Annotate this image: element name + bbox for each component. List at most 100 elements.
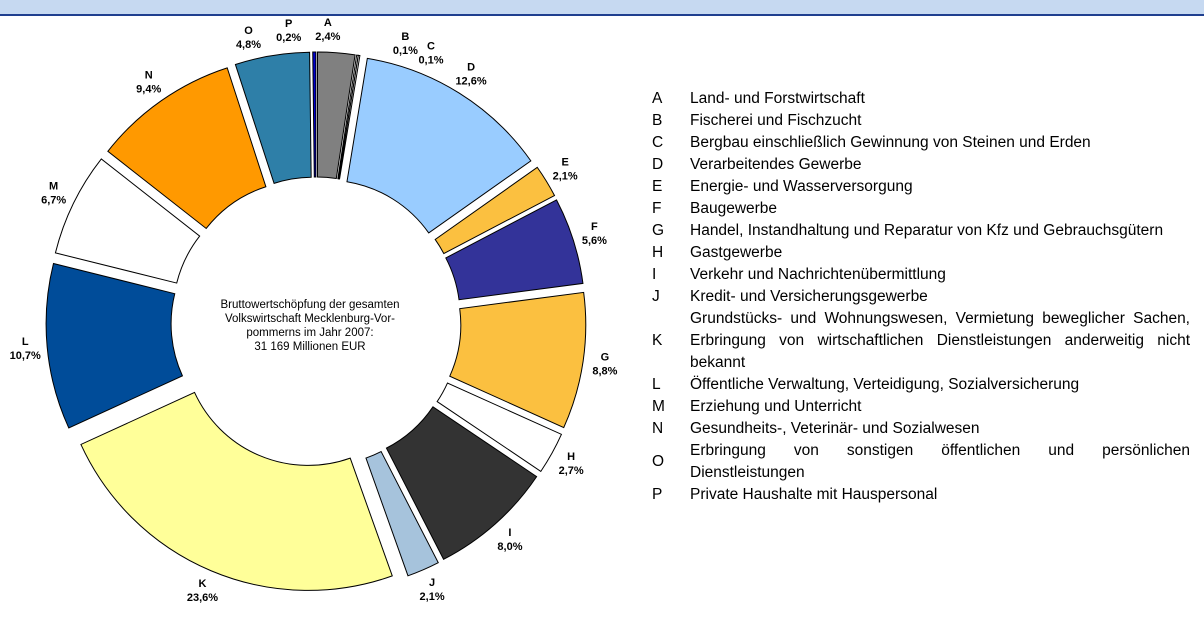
slice-category: A bbox=[324, 17, 332, 29]
donut-slice bbox=[436, 382, 563, 473]
donut-slice bbox=[45, 262, 184, 429]
legend-letter: E bbox=[652, 178, 663, 195]
legend-description: Energie- und Wasserversorgung bbox=[690, 178, 913, 195]
donut-slice bbox=[234, 51, 312, 185]
donut-slice bbox=[385, 406, 538, 560]
slice-value-label: 8,0% bbox=[497, 541, 522, 553]
donut-slice bbox=[434, 166, 556, 255]
legend-letter: A bbox=[652, 90, 663, 107]
slice-value-label: 6,7% bbox=[41, 195, 66, 207]
slice-category: O bbox=[244, 25, 253, 37]
donut-slice bbox=[317, 51, 356, 180]
donut-slice bbox=[365, 450, 439, 577]
slice-category: N bbox=[145, 70, 153, 82]
legend-description: Erziehung und Unterricht bbox=[690, 398, 862, 415]
legend-letter: G bbox=[652, 222, 665, 239]
slice-value-label: 2,4% bbox=[315, 31, 340, 43]
slice-category: P bbox=[285, 18, 292, 30]
slice-value-label: 2,7% bbox=[559, 465, 584, 477]
slice-category: C bbox=[427, 40, 435, 52]
donut-slice bbox=[107, 67, 267, 230]
legend: A Land- und Forstwirtschaft B Fischerei und… bbox=[648, 88, 1190, 506]
donut-slice bbox=[445, 199, 584, 301]
donut-slice bbox=[80, 391, 393, 591]
legend-letter: H bbox=[652, 244, 664, 261]
slice-value-label: 10,7% bbox=[10, 350, 41, 362]
legend-description: Handel, Instandhaltung und Reparatur von… bbox=[690, 222, 1164, 239]
legend-letter: L bbox=[652, 376, 661, 393]
legend-letter: N bbox=[652, 420, 664, 437]
center-text-line: 31 169 Millionen EUR bbox=[254, 341, 366, 353]
legend-description: Gastgewerbe bbox=[690, 244, 783, 261]
legend-description: Land- und Forstwirtschaft bbox=[690, 90, 865, 107]
slice-category: H bbox=[567, 451, 575, 463]
slice-category: M bbox=[49, 181, 58, 193]
legend-letter: J bbox=[652, 288, 660, 305]
center-text-line: Volkswirtschaft Mecklenburg-Vor- bbox=[224, 313, 395, 325]
slice-value-label: 2,1% bbox=[553, 171, 578, 183]
legend-description: Gesundheits-, Veterinär- und Sozialwesen bbox=[690, 420, 980, 437]
legend-description: Öffentliche Verwaltung, Verteidigung, So… bbox=[690, 376, 1080, 393]
legend-row: K Grundstücks- und Wohnungswesen, Vermiet… bbox=[648, 308, 1190, 374]
legend-row: L Öffentliche Verwaltung, Verteidigung, S… bbox=[648, 374, 1190, 396]
legend-letter: M bbox=[652, 398, 665, 415]
slice-category: G bbox=[601, 351, 610, 363]
legend-letter: C bbox=[652, 134, 664, 151]
slice-value-label: 8,8% bbox=[592, 365, 617, 377]
donut-slice bbox=[312, 51, 317, 178]
legend-letter: P bbox=[652, 486, 663, 503]
legend-row: D Verarbeitendes Gewerbe bbox=[648, 154, 1190, 176]
slice-value-label: 0,2% bbox=[276, 32, 301, 44]
legend-description: Private Haushalte mit Hauspersonal bbox=[690, 486, 938, 503]
slice-category: I bbox=[508, 527, 511, 539]
center-text-line: Bruttowertschöpfung der gesamten bbox=[220, 299, 400, 311]
legend-row: B Fischerei und Fischzucht bbox=[648, 110, 1190, 132]
legend-letter: I bbox=[652, 266, 657, 283]
legend-row: P Private Haushalte mit Hauspersonal bbox=[648, 484, 1190, 506]
legend-description: Bergbau einschließlich Gewinnung von Ste… bbox=[690, 134, 1091, 151]
slice-category: F bbox=[591, 221, 598, 233]
center-text: Bruttowertschöpfung der gesamten Volkswir… bbox=[190, 298, 430, 354]
slice-value-label: 4,8% bbox=[236, 39, 261, 51]
legend-letter: F bbox=[652, 200, 662, 217]
slice-value-label: 9,4% bbox=[136, 84, 161, 96]
slice-value-label: 0,1% bbox=[393, 45, 418, 57]
legend-letter: K bbox=[652, 332, 663, 349]
slice-category: B bbox=[401, 31, 409, 43]
slice-category: L bbox=[22, 336, 29, 348]
legend-row: F Baugewerbe bbox=[648, 198, 1190, 220]
legend-description: Verarbeitendes Gewerbe bbox=[690, 156, 862, 173]
legend-description: Erbringung von sonstigen öffentlichen un… bbox=[690, 442, 1190, 481]
slice-category: K bbox=[198, 578, 206, 590]
donut-slice bbox=[54, 158, 201, 284]
donut-slice bbox=[346, 57, 532, 234]
legend-row: H Gastgewerbe bbox=[648, 242, 1190, 264]
legend-row: N Gesundheits-, Veterinär- und Sozialwese… bbox=[648, 418, 1190, 440]
legend-row: M Erziehung und Unterricht bbox=[648, 396, 1190, 418]
legend-row: E Energie- und Wasserversorgung bbox=[648, 176, 1190, 198]
legend-row: J Kredit- und Versicherungsgewerbe bbox=[648, 286, 1190, 308]
legend-row: C Bergbau einschließlich Gewinnung von St… bbox=[648, 132, 1190, 154]
slice-value-label: 5,6% bbox=[582, 235, 607, 247]
slice-value-label: 0,1% bbox=[418, 54, 443, 66]
slice-category: J bbox=[429, 577, 435, 589]
legend-description: Kredit- und Versicherungsgewerbe bbox=[690, 288, 928, 305]
legend-letter: B bbox=[652, 112, 663, 129]
legend-letter: D bbox=[652, 156, 664, 173]
legend-description: Baugewerbe bbox=[690, 200, 778, 217]
donut-slice bbox=[338, 54, 361, 180]
donut-slice bbox=[449, 291, 587, 429]
legend-description: Fischerei und Fischzucht bbox=[690, 112, 862, 129]
legend-row: O Erbringung von sonstigen öffentlichen u… bbox=[648, 440, 1190, 484]
legend-row: I Verkehr und Nachrichtenübermittlung bbox=[648, 264, 1190, 286]
center-text-line: pommerns im Jahr 2007: bbox=[246, 327, 374, 339]
legend-description: Verkehr und Nachrichtenübermittlung bbox=[690, 266, 946, 283]
slice-value-label: 23,6% bbox=[187, 592, 218, 604]
legend-row: A Land- und Forstwirtschaft bbox=[648, 88, 1190, 110]
legend-row: G Handel, Instandhaltung und Reparatur vo… bbox=[648, 220, 1190, 242]
slice-value-label: 2,1% bbox=[420, 591, 445, 603]
slice-value-label: 12,6% bbox=[455, 75, 486, 87]
legend-description: Grundstücks- und Wohnungswesen, Vermietu… bbox=[690, 310, 1190, 371]
